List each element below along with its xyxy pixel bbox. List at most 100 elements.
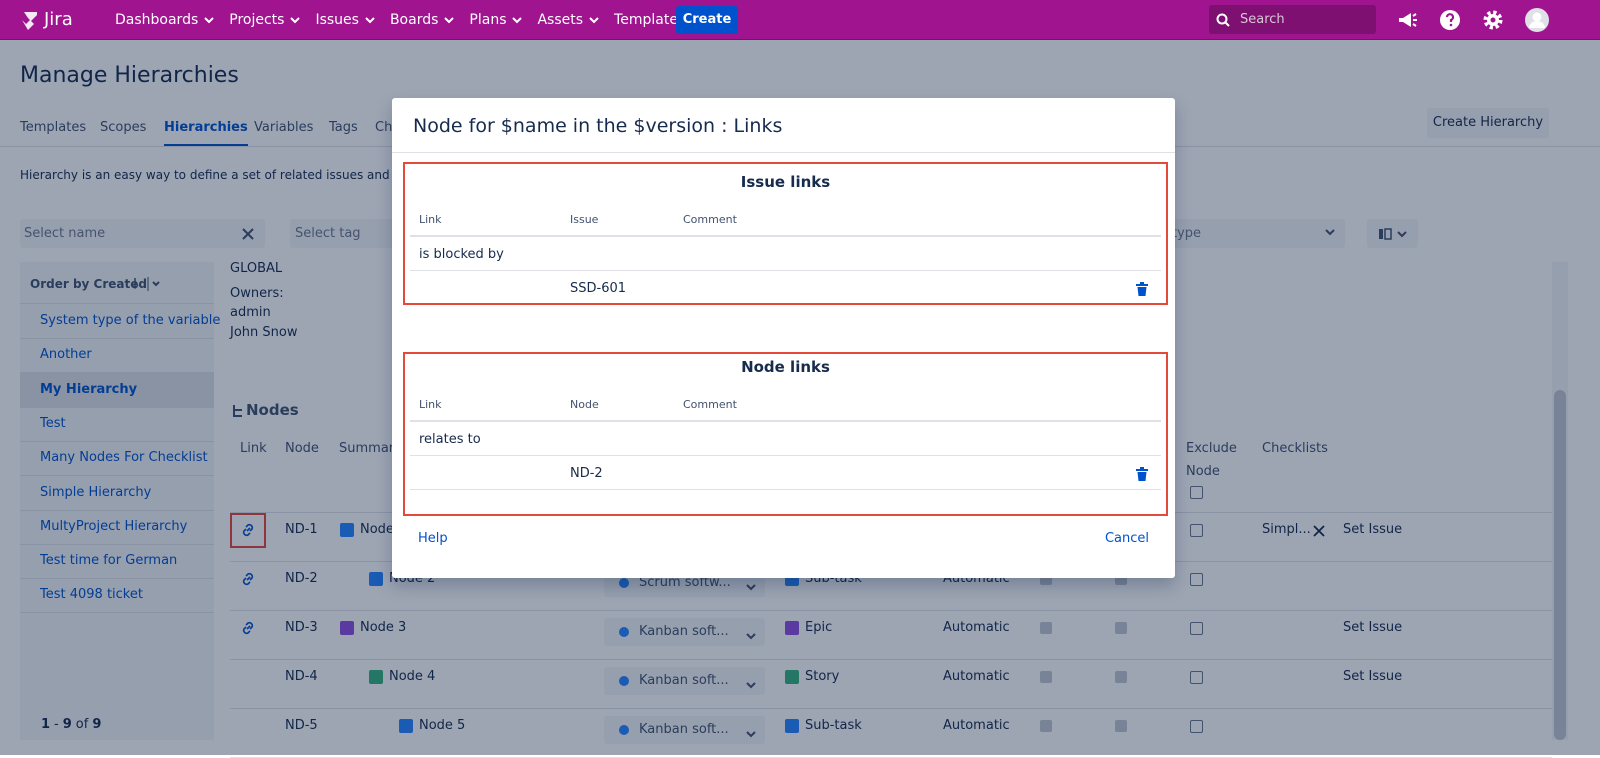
exclude-checkbox[interactable] [1190,524,1203,537]
issue-type: Story [805,669,840,684]
set-issue link[interactable]: Set Issue [1343,669,1403,684]
project-name: Kanban soft... [639,673,729,688]
avatar[interactable] [1525,8,1549,32]
sidebar-item[interactable]: Test 4098 ticket [20,578,214,614]
divider [410,235,1161,237]
project-icon [619,676,629,686]
help-link[interactable]: Help [418,531,448,546]
project-select[interactable]: Kanban soft... [604,618,765,646]
tab[interactable]: Hierarchies [164,120,248,146]
node-key link[interactable]: ND-5 [285,718,318,733]
set-issue link[interactable]: Set Issue [1343,522,1403,537]
name-filter-placeholder: Select name [24,226,106,241]
header-checkbox[interactable] [1190,486,1203,499]
sidebar-item[interactable]: MultyProject Hierarchy [20,510,214,545]
node-key link[interactable]: ND-2 [285,571,318,586]
sidebar-item[interactable]: System type of the variable [20,304,220,339]
sidebar-item[interactable]: Test [20,407,214,442]
tab[interactable]: Scopes [100,120,147,135]
sidebar-item-label: Test time for German [40,553,178,569]
divider [392,152,1175,153]
node-key link[interactable]: ND-1 [285,522,318,537]
chevron [1325,229,1335,236]
sidebar-item[interactable]: Many Nodes For Checklist [20,441,214,477]
delete-icon[interactable] [1136,467,1148,481]
column-header: Exclude [1186,441,1237,456]
sidebar-item[interactable]: Simple Hierarchy [20,476,214,511]
link-icon[interactable] [240,620,256,636]
exclude-checkbox[interactable] [1190,622,1203,635]
create-button[interactable]: Create [676,6,738,34]
chevron [365,16,375,23]
node-summary link[interactable]: Node 5 [419,718,466,733]
tab[interactable]: Templates [20,120,87,135]
sidebar-item[interactable]: My Hierarchy [20,372,214,408]
links-section: Issue links Link Issue Comment is blocked by… [403,162,1168,305]
search-box[interactable]: Search [1209,5,1376,34]
sort-icons[interactable] [131,277,171,291]
nav-menu-item[interactable]: Dashboards [115,12,214,28]
project-select[interactable]: Kanban soft... [604,716,765,744]
link-target link[interactable]: ND-2 [570,466,603,481]
tag-filter-placeholder: Select tag [295,226,361,241]
node-summary link[interactable]: Node 3 [360,620,407,635]
node-summary link[interactable]: Node 4 [389,669,436,684]
nav-menu-item[interactable]: Boards [390,12,455,28]
disabled-checkbox [1040,671,1052,683]
mode: Automatic [943,620,1010,635]
exclude-checkbox[interactable] [1190,720,1203,733]
column-header: Checklists [1262,441,1328,456]
tab[interactable]: Variables [254,120,314,135]
set-issue link[interactable]: Set Issue [1343,620,1403,635]
link-target link[interactable]: SSD-601 [570,281,627,296]
sidebar-item[interactable]: Test time for German [20,544,214,580]
delete-icon-svg [1136,282,1148,296]
help-icon[interactable] [1439,9,1461,31]
order-by[interactable]: Order by Created [30,277,147,291]
type-filter[interactable]: type [1160,219,1345,248]
settings-icon[interactable] [1482,9,1504,31]
create-hierarchy-button[interactable]: Create Hierarchy [1427,108,1549,138]
link-icon[interactable] [240,571,256,587]
column-header: Link [419,398,442,411]
nav-menu-item[interactable]: Issues [315,12,375,28]
nav-menu-item[interactable]: Plans [469,12,523,28]
node-summary link[interactable]: Node [360,522,394,537]
jira-icon [22,12,37,30]
sidebar-item-label: System type of the variable [40,313,221,328]
chevron [444,16,455,23]
cancel-link[interactable]: Cancel [1104,531,1149,546]
node-key link[interactable]: ND-4 [285,669,318,684]
sidebar-item-label: Test 4098 ticket [40,587,143,603]
nav-menu-item[interactable]: Assets [537,12,599,28]
links-modal: Node for $name in the $version : Links H… [392,98,1175,578]
remove-checklist-svg [1313,525,1325,537]
remove-checklist[interactable] [1313,525,1325,537]
nav-menu-item[interactable]: Projects [229,12,301,28]
divider [410,420,1161,422]
row-divider [230,708,1552,709]
tag-filter[interactable]: Select tag [290,219,410,248]
link-icon[interactable] [240,522,256,538]
exclude-checkbox[interactable] [1190,573,1203,586]
tab[interactable]: Tags [329,120,358,135]
chevron-svg [746,731,756,738]
link-highlight [230,513,266,548]
nav-menu-label: Issues [315,12,359,28]
delete-icon[interactable] [1136,282,1148,296]
nodes-title: Nodes [246,401,299,419]
notifications-icon[interactable] [1396,9,1418,31]
clear-icon[interactable] [242,228,254,240]
logo[interactable]: Jira [44,9,73,30]
node-key link[interactable]: ND-3 [285,620,318,635]
project-select[interactable]: Kanban soft... [604,667,765,695]
view-toggle[interactable] [1367,219,1418,248]
sidebar-item-label: Many Nodes For Checklist [40,450,208,466]
column-header: Link [419,213,442,226]
exclude-checkbox[interactable] [1190,671,1203,684]
nav-menu-label: Templates [614,12,686,28]
name-filter[interactable]: Select name [20,219,265,248]
scroll-thumb[interactable] [1554,390,1566,740]
type-icon [785,670,799,684]
